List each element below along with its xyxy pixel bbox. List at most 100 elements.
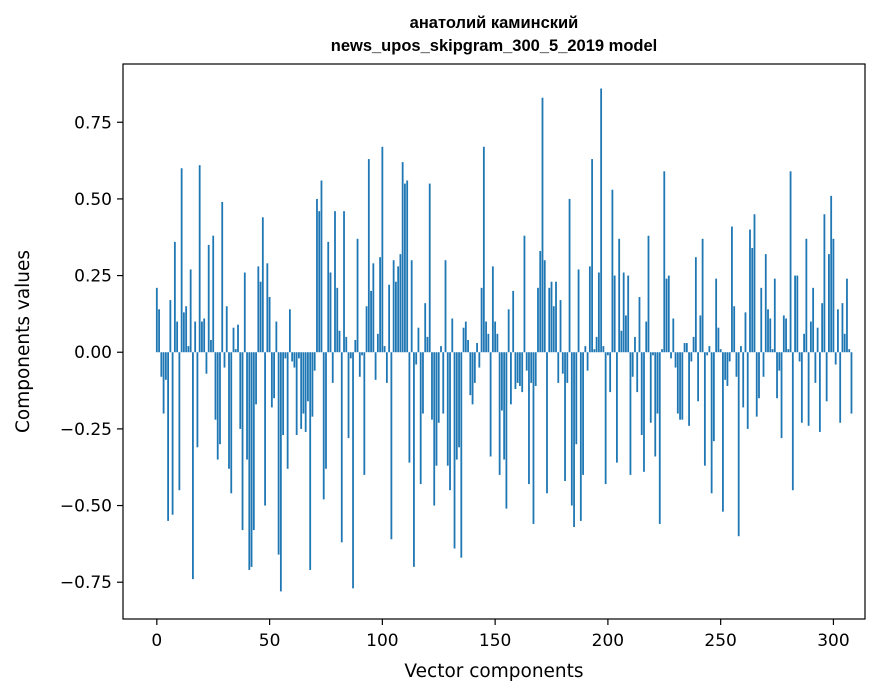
- bar-126: [440, 346, 442, 353]
- bar-93: [365, 306, 368, 353]
- bar-237: [690, 352, 693, 362]
- bar-179: [559, 300, 562, 353]
- bar-305: [843, 333, 846, 353]
- bar-58: [286, 352, 289, 469]
- bar-90: [358, 352, 361, 377]
- bar-208: [625, 315, 627, 353]
- bar-197: [600, 88, 603, 353]
- bar-235: [685, 343, 688, 353]
- bar-202: [611, 189, 614, 353]
- bar-150: [494, 321, 497, 353]
- bar-172: [543, 260, 546, 353]
- bar-242: [701, 238, 704, 353]
- bar-89: [356, 238, 359, 353]
- bar-206: [620, 330, 623, 353]
- bar-95: [370, 290, 372, 353]
- bar-121: [428, 183, 431, 353]
- bar-109: [401, 162, 404, 353]
- bar-110: [404, 183, 406, 353]
- bar-203: [613, 275, 616, 353]
- bar-123: [433, 352, 436, 506]
- bar-27: [216, 352, 219, 460]
- bar-293: [816, 327, 819, 353]
- bar-128: [444, 260, 447, 353]
- bar-303: [839, 352, 842, 423]
- bar-158: [512, 290, 515, 353]
- bar-138: [467, 339, 469, 353]
- bar-214: [638, 297, 641, 353]
- x-tick-label: 100: [366, 631, 398, 651]
- bar-1: [158, 309, 160, 353]
- bar-228: [670, 352, 672, 359]
- bar-73: [320, 180, 323, 353]
- bar-182: [566, 352, 569, 383]
- bar-245: [708, 346, 711, 353]
- bar-68: [309, 352, 312, 570]
- bar-33: [230, 352, 233, 494]
- chart-subtitle: news_upos_skipgram_300_5_2019 model: [331, 37, 658, 55]
- bar-44: [255, 352, 257, 405]
- bar-49: [266, 263, 269, 353]
- bar-115: [415, 352, 418, 365]
- bar-127: [442, 352, 445, 414]
- bar-84: [345, 336, 348, 353]
- bar-223: [658, 352, 661, 524]
- bar-281: [789, 171, 792, 353]
- bar-133: [455, 352, 458, 460]
- bar-184: [570, 352, 573, 506]
- bar-87: [352, 352, 354, 589]
- bar-21: [203, 318, 206, 353]
- bar-122: [431, 352, 433, 420]
- bar-34: [232, 327, 235, 353]
- bar-132: [453, 352, 456, 549]
- bar-171: [541, 97, 544, 353]
- bar-4: [164, 352, 167, 380]
- bar-100: [381, 146, 384, 353]
- bar-17: [194, 321, 197, 353]
- bar-276: [778, 352, 781, 371]
- bar-267: [758, 352, 760, 399]
- bar-251: [722, 352, 724, 512]
- bar-125: [437, 352, 440, 423]
- bar-165: [528, 352, 530, 485]
- bar-278: [782, 315, 785, 353]
- bar-15: [189, 269, 192, 353]
- bar-230: [674, 352, 677, 368]
- bar-185: [573, 352, 575, 528]
- bar-8: [173, 241, 176, 353]
- bar-181: [564, 352, 566, 482]
- bar-270: [764, 254, 767, 353]
- bar-221: [654, 352, 657, 457]
- bar-118: [422, 352, 424, 414]
- bar-5: [167, 352, 169, 521]
- bar-2: [160, 352, 163, 377]
- bar-178: [557, 352, 560, 383]
- bar-284: [796, 275, 799, 353]
- bar-117: [419, 352, 422, 485]
- bar-43: [252, 352, 255, 531]
- bar-308: [850, 352, 853, 414]
- y-axis-label: Components values: [13, 250, 34, 433]
- bar-36: [237, 324, 239, 353]
- bar-282: [791, 352, 794, 491]
- bar-154: [503, 352, 506, 460]
- bar-137: [464, 321, 467, 353]
- bar-18: [196, 352, 199, 448]
- bar-177: [555, 281, 557, 353]
- bar-258: [737, 352, 740, 537]
- bar-56: [282, 352, 285, 436]
- bar-88: [354, 339, 357, 353]
- bar-244: [706, 352, 709, 356]
- bar-32: [228, 352, 230, 469]
- bar-229: [672, 318, 675, 353]
- bar-173: [546, 352, 548, 494]
- bar-306: [846, 278, 848, 353]
- bar-271: [767, 309, 769, 353]
- bars-group: [155, 88, 853, 592]
- bar-139: [469, 352, 472, 396]
- bar-250: [719, 349, 722, 353]
- bar-45: [257, 266, 260, 353]
- bar-239: [694, 257, 697, 353]
- bar-82: [340, 352, 343, 543]
- bar-67: [307, 352, 309, 402]
